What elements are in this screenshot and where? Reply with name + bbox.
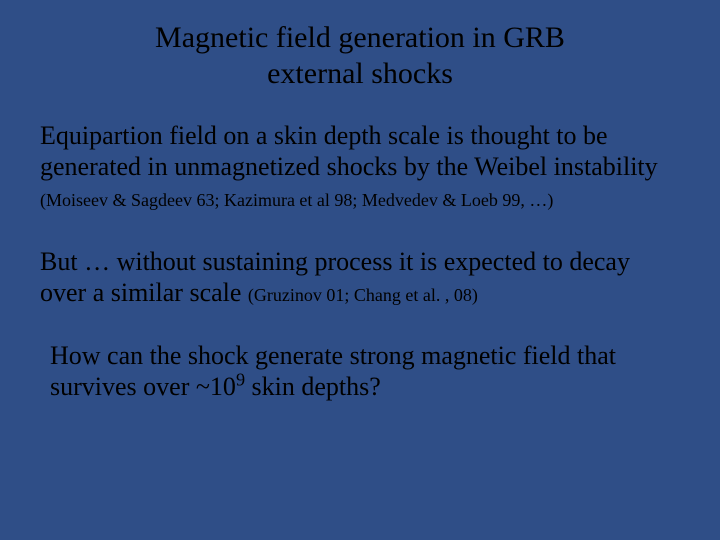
closing-question: How can the shock generate strong magnet… bbox=[50, 340, 680, 402]
para1-main: Equipartion field on a skin depth scale … bbox=[40, 121, 658, 181]
para2-citation: (Gruzinov 01; Chang et al. , 08) bbox=[248, 285, 478, 305]
paragraph-2: But … without sustaining process it is e… bbox=[40, 246, 680, 308]
closing-post: skin depths? bbox=[245, 372, 381, 401]
title-line-1: Magnetic field generation in GRB bbox=[155, 21, 565, 54]
para1-citation: (Moiseev & Sagdeev 63; Kazimura et al 98… bbox=[40, 190, 553, 210]
title-line-2: external shocks bbox=[267, 57, 453, 90]
closing-exponent: 9 bbox=[236, 369, 245, 389]
slide-title: Magnetic field generation in GRB externa… bbox=[40, 20, 680, 92]
paragraph-1: Equipartion field on a skin depth scale … bbox=[40, 120, 680, 214]
slide: Magnetic field generation in GRB externa… bbox=[0, 0, 720, 540]
